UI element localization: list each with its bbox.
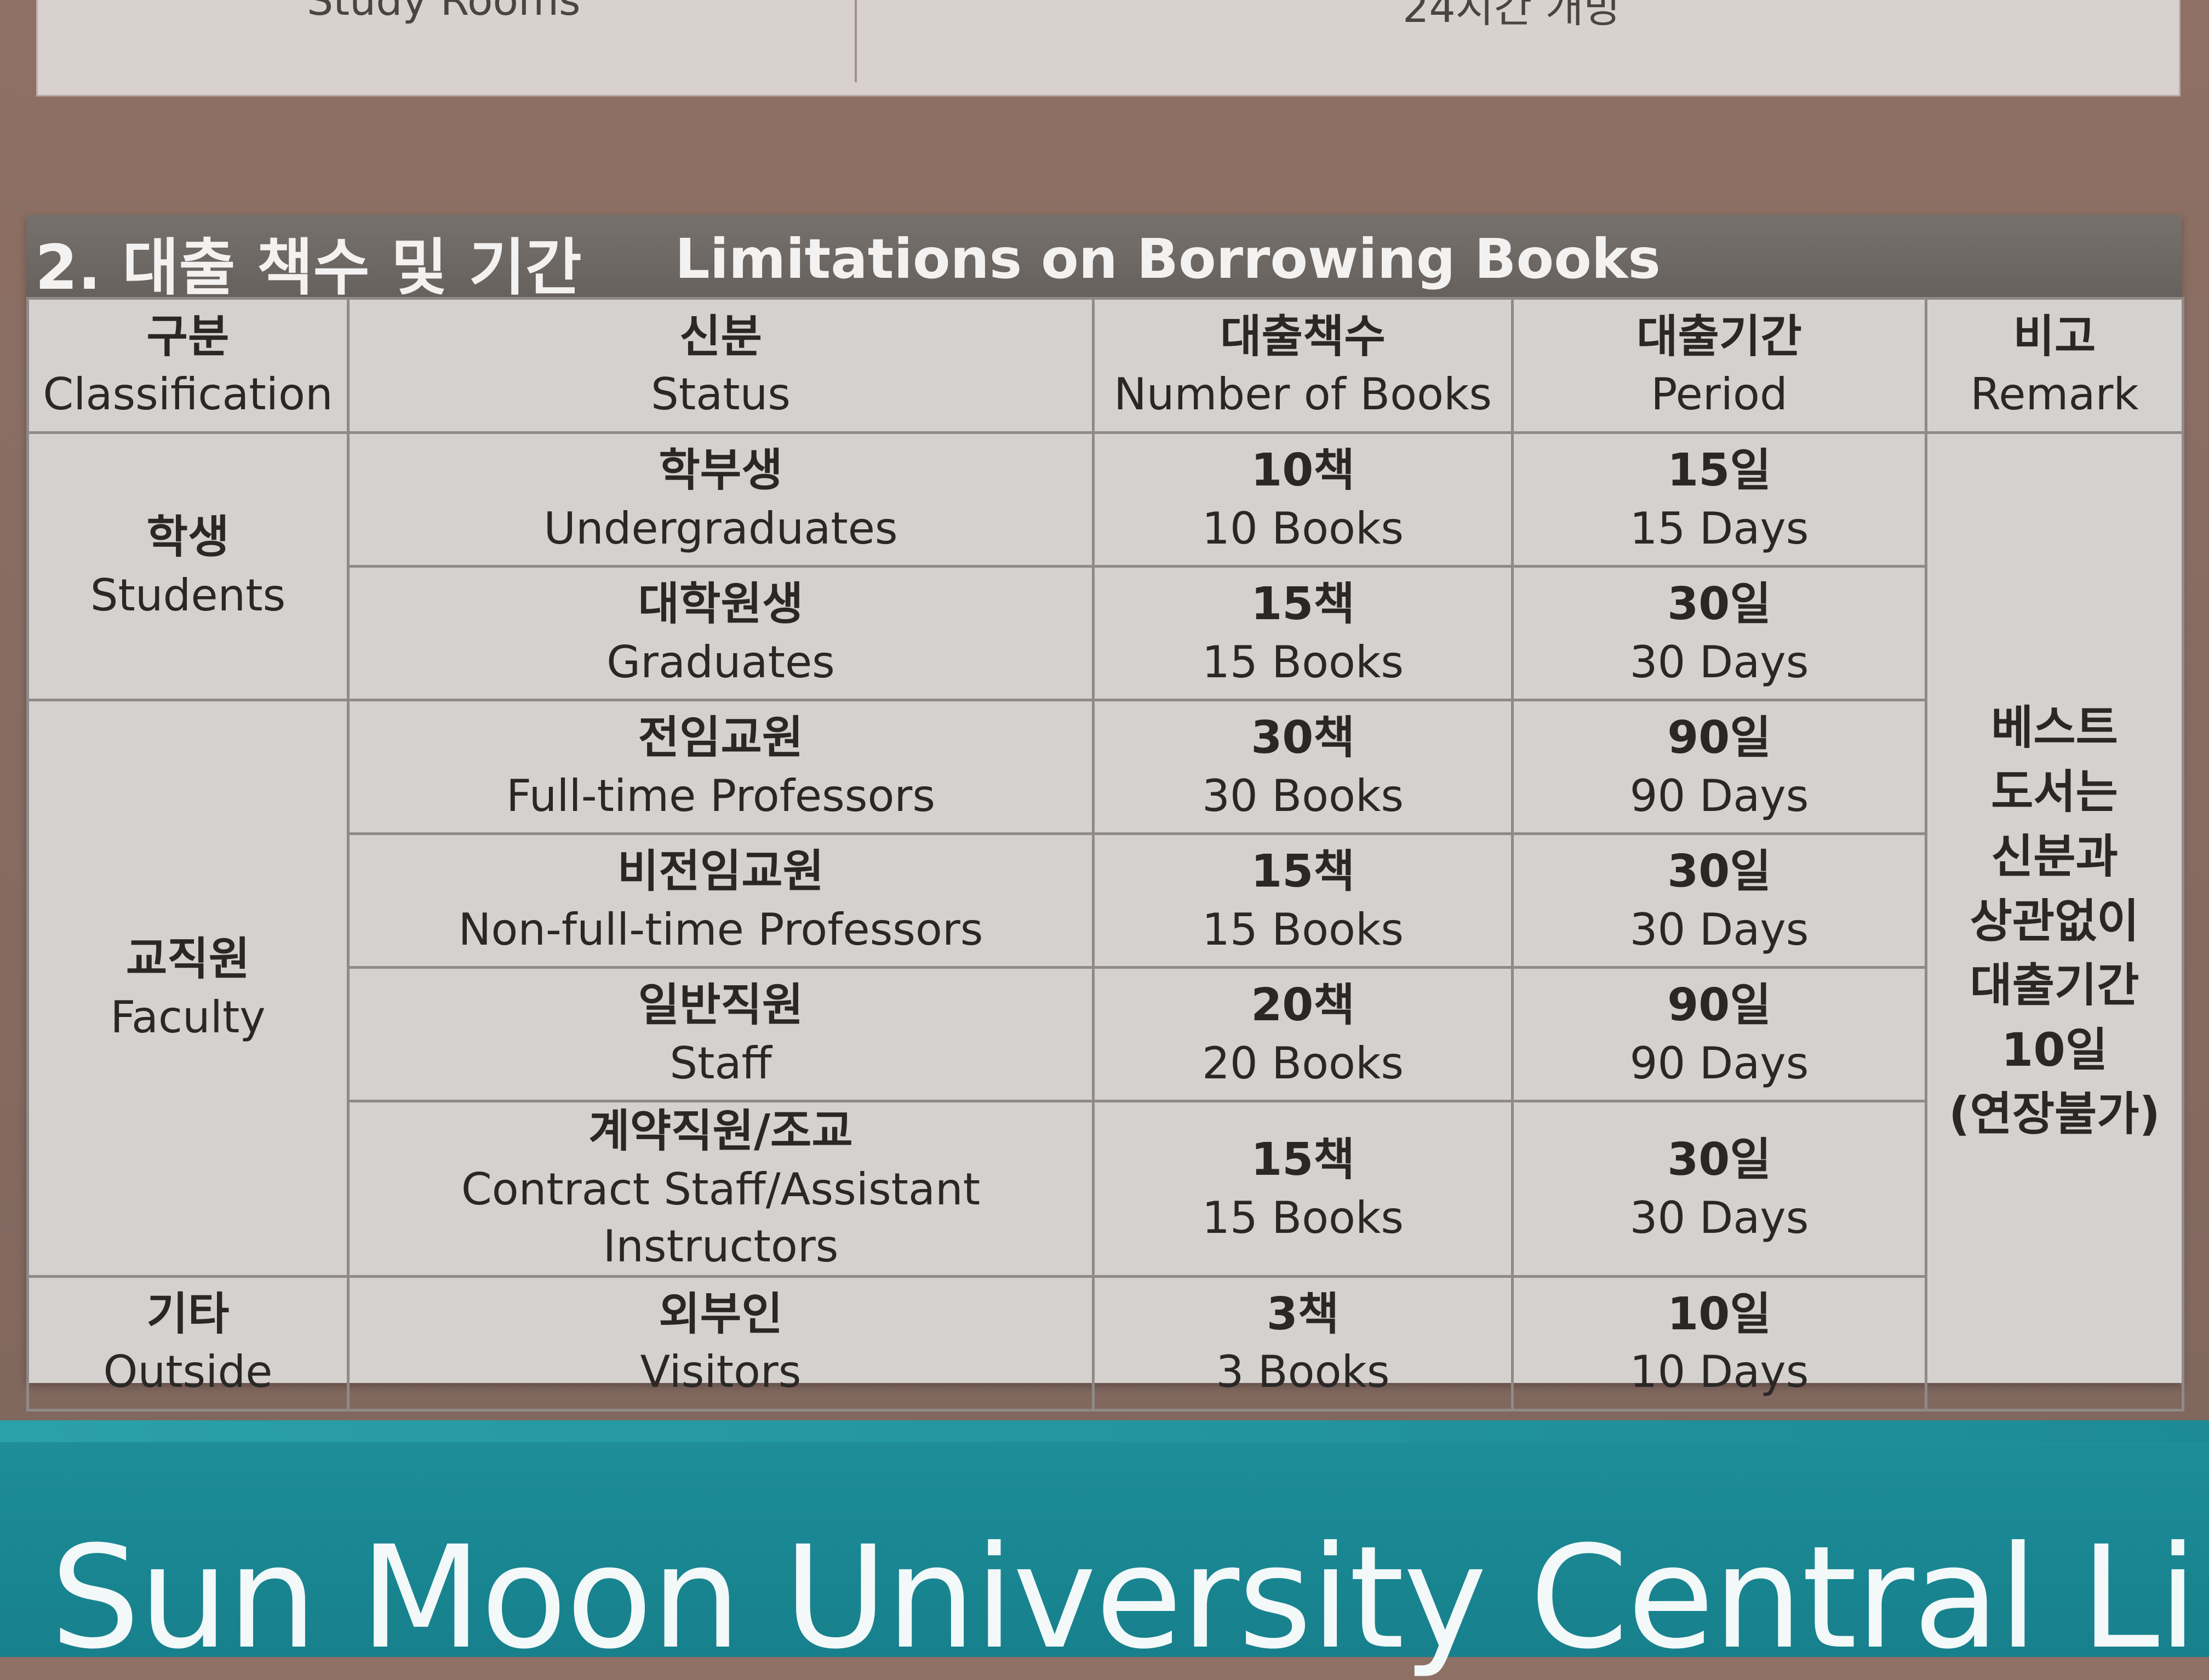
status-cell: 대학원생 Graduates: [347, 565, 1095, 701]
table-row: 대학원생 Graduates 15책 15 Books 30일 30 Days: [28, 565, 2183, 701]
table-row: 기타 Outside 외부인 Visitors 3책 3 Books 10일 1…: [26, 1275, 2183, 1412]
table-row: 계약직원/조교 Contract Staff/Assistant Instruc…: [28, 1100, 2183, 1278]
header-classification: 구분 Classification: [26, 297, 350, 434]
sign-title-bar: [26, 215, 2182, 297]
period-cell: 15일 15 Days: [1511, 431, 1927, 568]
period-cell: 30일 30 Days: [1511, 1100, 1927, 1278]
top-panel-divider: [855, 0, 857, 82]
sign-title-korean: 2. 대출 책수 및 기간: [35, 232, 582, 304]
period-cell: 10일 10 Days: [1511, 1275, 1927, 1412]
header-period: 대출기간 Period: [1511, 297, 1927, 434]
sign-title-english: Limitations on Borrowing Books: [675, 227, 1661, 291]
top-panel-right-text: 24시간 개방: [1403, 0, 1622, 32]
table-row: 교직원 Faculty 전임교원 Full-time Professors 30…: [26, 699, 2183, 1278]
header-remark: 비고 Remark: [1925, 297, 2184, 434]
table-header-row: 구분 Classification 신분 Status 대출책수 Number …: [26, 297, 2184, 434]
top-panel-left-text: Study Rooms: [307, 0, 581, 25]
group-students: 학생 Students: [26, 431, 350, 701]
status-cell: 학부생 Undergraduates: [347, 431, 1095, 568]
header-number-of-books: 대출책수 Number of Books: [1092, 297, 1514, 434]
table-row: 학생 Students 학부생 Undergraduates 10책 10 Bo…: [26, 431, 2184, 1412]
period-cell: 30일 30 Days: [1511, 832, 1927, 969]
books-cell: 3책 3 Books: [1092, 1275, 1514, 1412]
library-banner: [0, 1420, 2209, 1657]
table-row: 일반직원 Staff 20책 20 Books 90일 90 Days: [28, 966, 2183, 1102]
books-cell: 15책 15 Books: [1092, 1100, 1514, 1278]
header-status: 신분 Status: [347, 297, 1095, 434]
status-cell: 일반직원 Staff: [347, 966, 1095, 1102]
books-cell: 30책 30 Books: [1092, 699, 1514, 835]
books-cell: 15책 15 Books: [1092, 832, 1514, 969]
banner-stripe: [0, 1420, 2209, 1442]
group-outside: 기타 Outside: [26, 1275, 350, 1412]
books-cell: 20책 20 Books: [1092, 966, 1514, 1102]
table-row: 비전임교원 Non-full-time Professors 15책 15 Bo…: [28, 832, 2183, 969]
status-cell: 전임교원 Full-time Professors: [347, 699, 1095, 835]
status-cell: 계약직원/조교 Contract Staff/Assistant Instruc…: [347, 1100, 1095, 1278]
borrowing-limits-table: 구분 Classification 신분 Status 대출책수 Number …: [26, 297, 2184, 1412]
period-cell: 90일 90 Days: [1511, 699, 1927, 835]
status-cell: 비전임교원 Non-full-time Professors: [347, 832, 1095, 969]
group-faculty: 교직원 Faculty: [26, 699, 350, 1278]
status-cell: 외부인 Visitors: [347, 1275, 1095, 1412]
period-cell: 30일 30 Days: [1511, 565, 1927, 701]
library-name: Sun Moon University Central Library: [50, 1516, 2209, 1680]
books-cell: 10책 10 Books: [1092, 431, 1514, 568]
top-info-panel: [36, 0, 2181, 96]
remark-cell: 베스트 도서는 신분과 상관없이 대출기간 10일 (연장불가): [1925, 431, 2184, 1412]
books-cell: 15책 15 Books: [1092, 565, 1514, 701]
period-cell: 90일 90 Days: [1511, 966, 1927, 1102]
